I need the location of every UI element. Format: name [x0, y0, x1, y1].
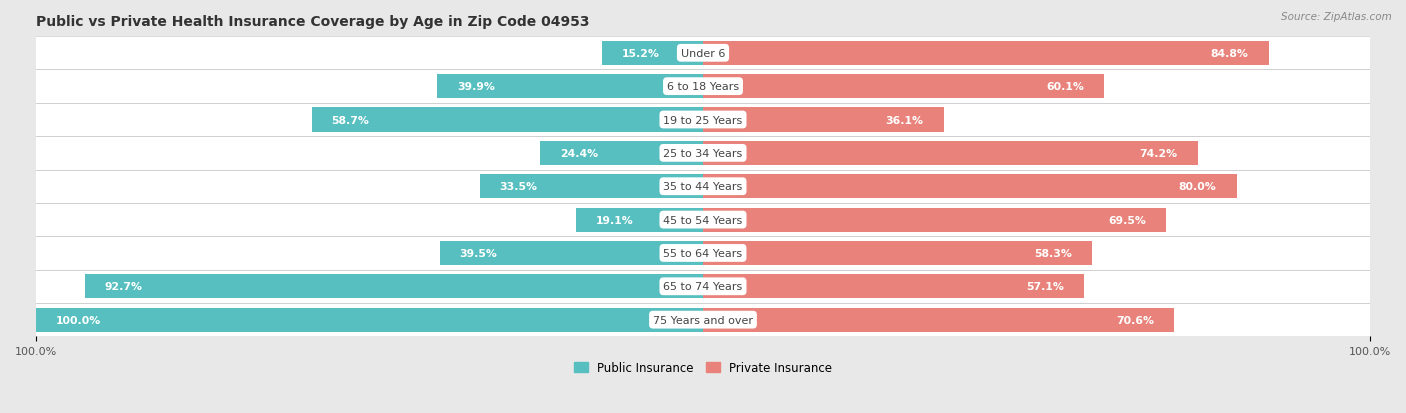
Text: 58.3%: 58.3%: [1033, 248, 1071, 258]
Text: 92.7%: 92.7%: [105, 282, 143, 292]
Bar: [37, 170, 1369, 204]
Bar: [37, 104, 1369, 137]
Text: 6 to 18 Years: 6 to 18 Years: [666, 82, 740, 92]
Text: 24.4%: 24.4%: [560, 149, 599, 159]
Text: 84.8%: 84.8%: [1211, 49, 1249, 59]
Bar: [703, 308, 1174, 332]
Text: Public vs Private Health Insurance Coverage by Age in Zip Code 04953: Public vs Private Health Insurance Cover…: [37, 15, 589, 29]
Bar: [37, 70, 1369, 104]
Bar: [37, 204, 1369, 237]
Text: 58.7%: 58.7%: [332, 115, 370, 125]
Text: 45 to 54 Years: 45 to 54 Years: [664, 215, 742, 225]
Bar: [703, 175, 1236, 199]
Text: 60.1%: 60.1%: [1046, 82, 1084, 92]
Text: 33.5%: 33.5%: [499, 182, 537, 192]
Text: 36.1%: 36.1%: [886, 115, 924, 125]
Text: 69.5%: 69.5%: [1108, 215, 1146, 225]
Bar: [703, 142, 1198, 166]
Bar: [37, 303, 1369, 337]
Text: 35 to 44 Years: 35 to 44 Years: [664, 182, 742, 192]
Bar: [540, 142, 703, 166]
Bar: [703, 275, 1084, 299]
Text: 55 to 64 Years: 55 to 64 Years: [664, 248, 742, 258]
Bar: [37, 308, 703, 332]
Bar: [84, 275, 703, 299]
Bar: [37, 270, 1369, 303]
Text: 39.5%: 39.5%: [460, 248, 498, 258]
Bar: [703, 208, 1167, 232]
Text: 65 to 74 Years: 65 to 74 Years: [664, 282, 742, 292]
Bar: [575, 208, 703, 232]
Text: 25 to 34 Years: 25 to 34 Years: [664, 149, 742, 159]
Bar: [703, 42, 1268, 66]
Bar: [312, 108, 703, 132]
Bar: [602, 42, 703, 66]
Bar: [703, 108, 943, 132]
Bar: [37, 137, 1369, 170]
Bar: [479, 175, 703, 199]
Text: Under 6: Under 6: [681, 49, 725, 59]
Bar: [703, 75, 1104, 99]
Bar: [37, 237, 1369, 270]
Text: 19.1%: 19.1%: [596, 215, 633, 225]
Text: 70.6%: 70.6%: [1116, 315, 1154, 325]
Text: 80.0%: 80.0%: [1178, 182, 1216, 192]
Text: 100.0%: 100.0%: [56, 315, 101, 325]
Text: 39.9%: 39.9%: [457, 82, 495, 92]
Legend: Public Insurance, Private Insurance: Public Insurance, Private Insurance: [569, 356, 837, 379]
Text: 19 to 25 Years: 19 to 25 Years: [664, 115, 742, 125]
Text: 75 Years and over: 75 Years and over: [652, 315, 754, 325]
Bar: [437, 75, 703, 99]
Text: 57.1%: 57.1%: [1026, 282, 1064, 292]
Text: 74.2%: 74.2%: [1140, 149, 1178, 159]
Bar: [440, 241, 703, 265]
Text: 15.2%: 15.2%: [621, 49, 659, 59]
Text: Source: ZipAtlas.com: Source: ZipAtlas.com: [1281, 12, 1392, 22]
Bar: [703, 241, 1092, 265]
Bar: [37, 37, 1369, 70]
